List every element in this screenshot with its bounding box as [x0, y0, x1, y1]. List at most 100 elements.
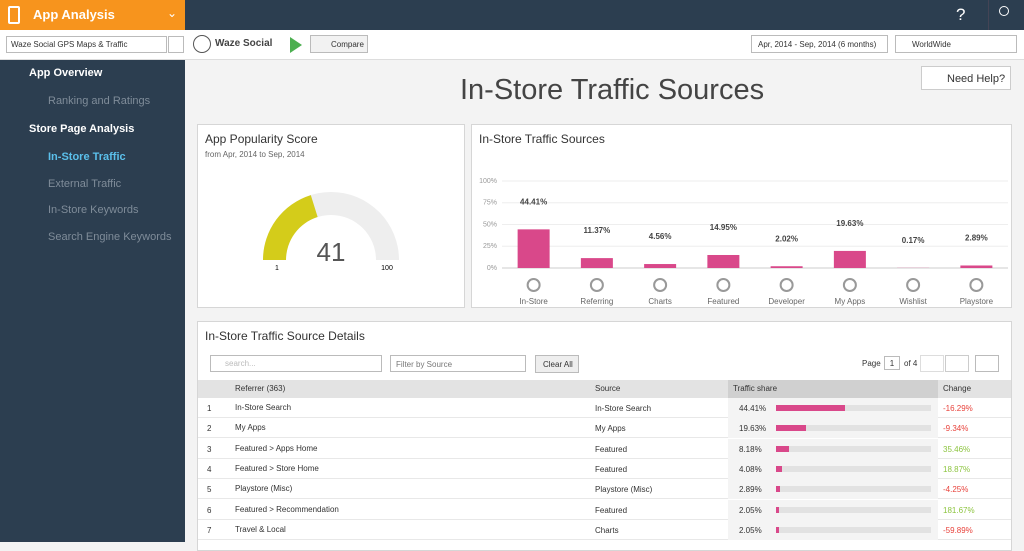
category-icon [591, 279, 603, 291]
app-search[interactable]: Waze Social GPS Maps & Traffic [6, 36, 167, 53]
referrer: In-Store Search [235, 403, 291, 412]
rank: 6 [207, 506, 211, 515]
share: 44.41% [739, 404, 766, 413]
share-bar [776, 405, 845, 411]
next-page[interactable] [945, 355, 969, 372]
date-picker[interactable]: Apr, 2014 - Sep, 2014 (6 months) [751, 35, 888, 53]
column-header: Change [943, 384, 971, 393]
bar [644, 264, 676, 268]
search-placeholder: search... [225, 359, 256, 368]
share-bar [776, 466, 782, 472]
change: 181.67% [943, 506, 975, 515]
share: 2.05% [739, 526, 762, 535]
bar [771, 266, 803, 268]
gauge-score: 41 [317, 237, 346, 267]
search-button[interactable] [168, 36, 184, 53]
column-header: Referrer (363) [235, 384, 285, 393]
table-header: Referrer (363) Source Traffic share Change [198, 380, 1011, 398]
help-button[interactable]: ? [956, 5, 965, 25]
rank: 2 [207, 424, 211, 433]
need-help-button[interactable]: Need Help? [921, 66, 1011, 90]
share-bar [776, 425, 806, 431]
change: -4.25% [943, 485, 968, 494]
source: My Apps [595, 424, 626, 433]
x-tick-label: Referring [580, 297, 613, 306]
filter-select[interactable]: Filter by Source [390, 355, 526, 372]
app-logo [193, 35, 211, 53]
panel-title: In-Store Traffic Source Details [205, 329, 365, 343]
compare-button[interactable]: Compare [310, 35, 368, 53]
nav-item[interactable]: In-Store Keywords [48, 204, 138, 216]
value-label: 0.17% [902, 236, 925, 245]
y-tick-label: 25% [483, 243, 497, 250]
referrer: Playstore (Misc) [235, 484, 292, 493]
category-icon [844, 279, 856, 291]
share: 2.89% [739, 485, 762, 494]
share: 4.08% [739, 465, 762, 474]
y-tick-label: 50% [483, 221, 497, 228]
chevron: ⌄ [167, 6, 177, 20]
bar [518, 229, 550, 268]
nav-item[interactable]: Ranking and Ratings [48, 95, 150, 107]
x-tick-label: My Apps [835, 297, 866, 306]
details-table: Referrer (363) Source Traffic share Change 1… [198, 380, 1011, 550]
clear-button[interactable]: Clear All [535, 355, 579, 373]
source: Charts [595, 526, 619, 535]
nav-section[interactable]: Store Page Analysis [29, 123, 134, 135]
value-label: 14.95% [710, 223, 737, 232]
rank: 1 [207, 404, 211, 413]
bar [581, 258, 613, 268]
category-icon [907, 279, 919, 291]
region: WorldWide [912, 40, 951, 49]
bar [834, 251, 866, 268]
details-panel: In-Store Traffic Source Details search..… [197, 321, 1012, 551]
y-tick-label: 75% [483, 200, 497, 207]
column-header: Source [595, 384, 620, 393]
change: 35.46% [943, 445, 970, 454]
table-search[interactable]: search... [210, 355, 382, 372]
share-bar [776, 527, 779, 533]
gauge-min: 1 [275, 265, 279, 272]
nav-item[interactable]: External Traffic [48, 178, 121, 190]
y-tick-label: 100% [479, 178, 497, 185]
bar [707, 255, 739, 268]
date-range: Apr, 2014 - Sep, 2014 (6 months) [758, 40, 876, 49]
rank: 3 [207, 445, 211, 454]
x-tick-label: Playstore [960, 297, 994, 306]
category-icon [970, 279, 982, 291]
user-menu[interactable] [988, 0, 1024, 30]
page-input[interactable]: 1 [884, 356, 900, 370]
value-label: 44.41% [520, 197, 547, 206]
export-button[interactable] [975, 355, 999, 372]
share-track [776, 507, 931, 513]
region-select[interactable]: WorldWide [895, 35, 1017, 53]
change: 18.87% [943, 465, 970, 474]
share-track [776, 446, 931, 452]
share: 8.18% [739, 445, 762, 454]
share-bar [776, 446, 789, 452]
category-icon [717, 279, 729, 291]
page-label: Page [862, 359, 881, 368]
app-menu[interactable]: App Analysis ⌄ [0, 0, 185, 30]
y-tick-label: 0% [487, 265, 497, 272]
compare-label: Compare [331, 40, 364, 49]
nav-item-active[interactable]: In-Store Traffic [48, 151, 126, 163]
category-icon [781, 279, 793, 291]
nav-section[interactable]: App Overview [29, 67, 102, 79]
change: -16.29% [943, 404, 973, 413]
prev-page[interactable] [920, 355, 944, 372]
bar [960, 265, 992, 268]
rank: 7 [207, 526, 211, 535]
source: Featured [595, 445, 627, 454]
nav-item[interactable]: Search Engine Keywords [48, 231, 172, 243]
column-header: Traffic share [733, 384, 777, 393]
rank: 5 [207, 485, 211, 494]
toolbar: Waze Social GPS Maps & Traffic Waze Soci… [0, 30, 1024, 60]
value-label: 2.89% [965, 234, 988, 243]
page-count: of 4 [904, 359, 917, 368]
